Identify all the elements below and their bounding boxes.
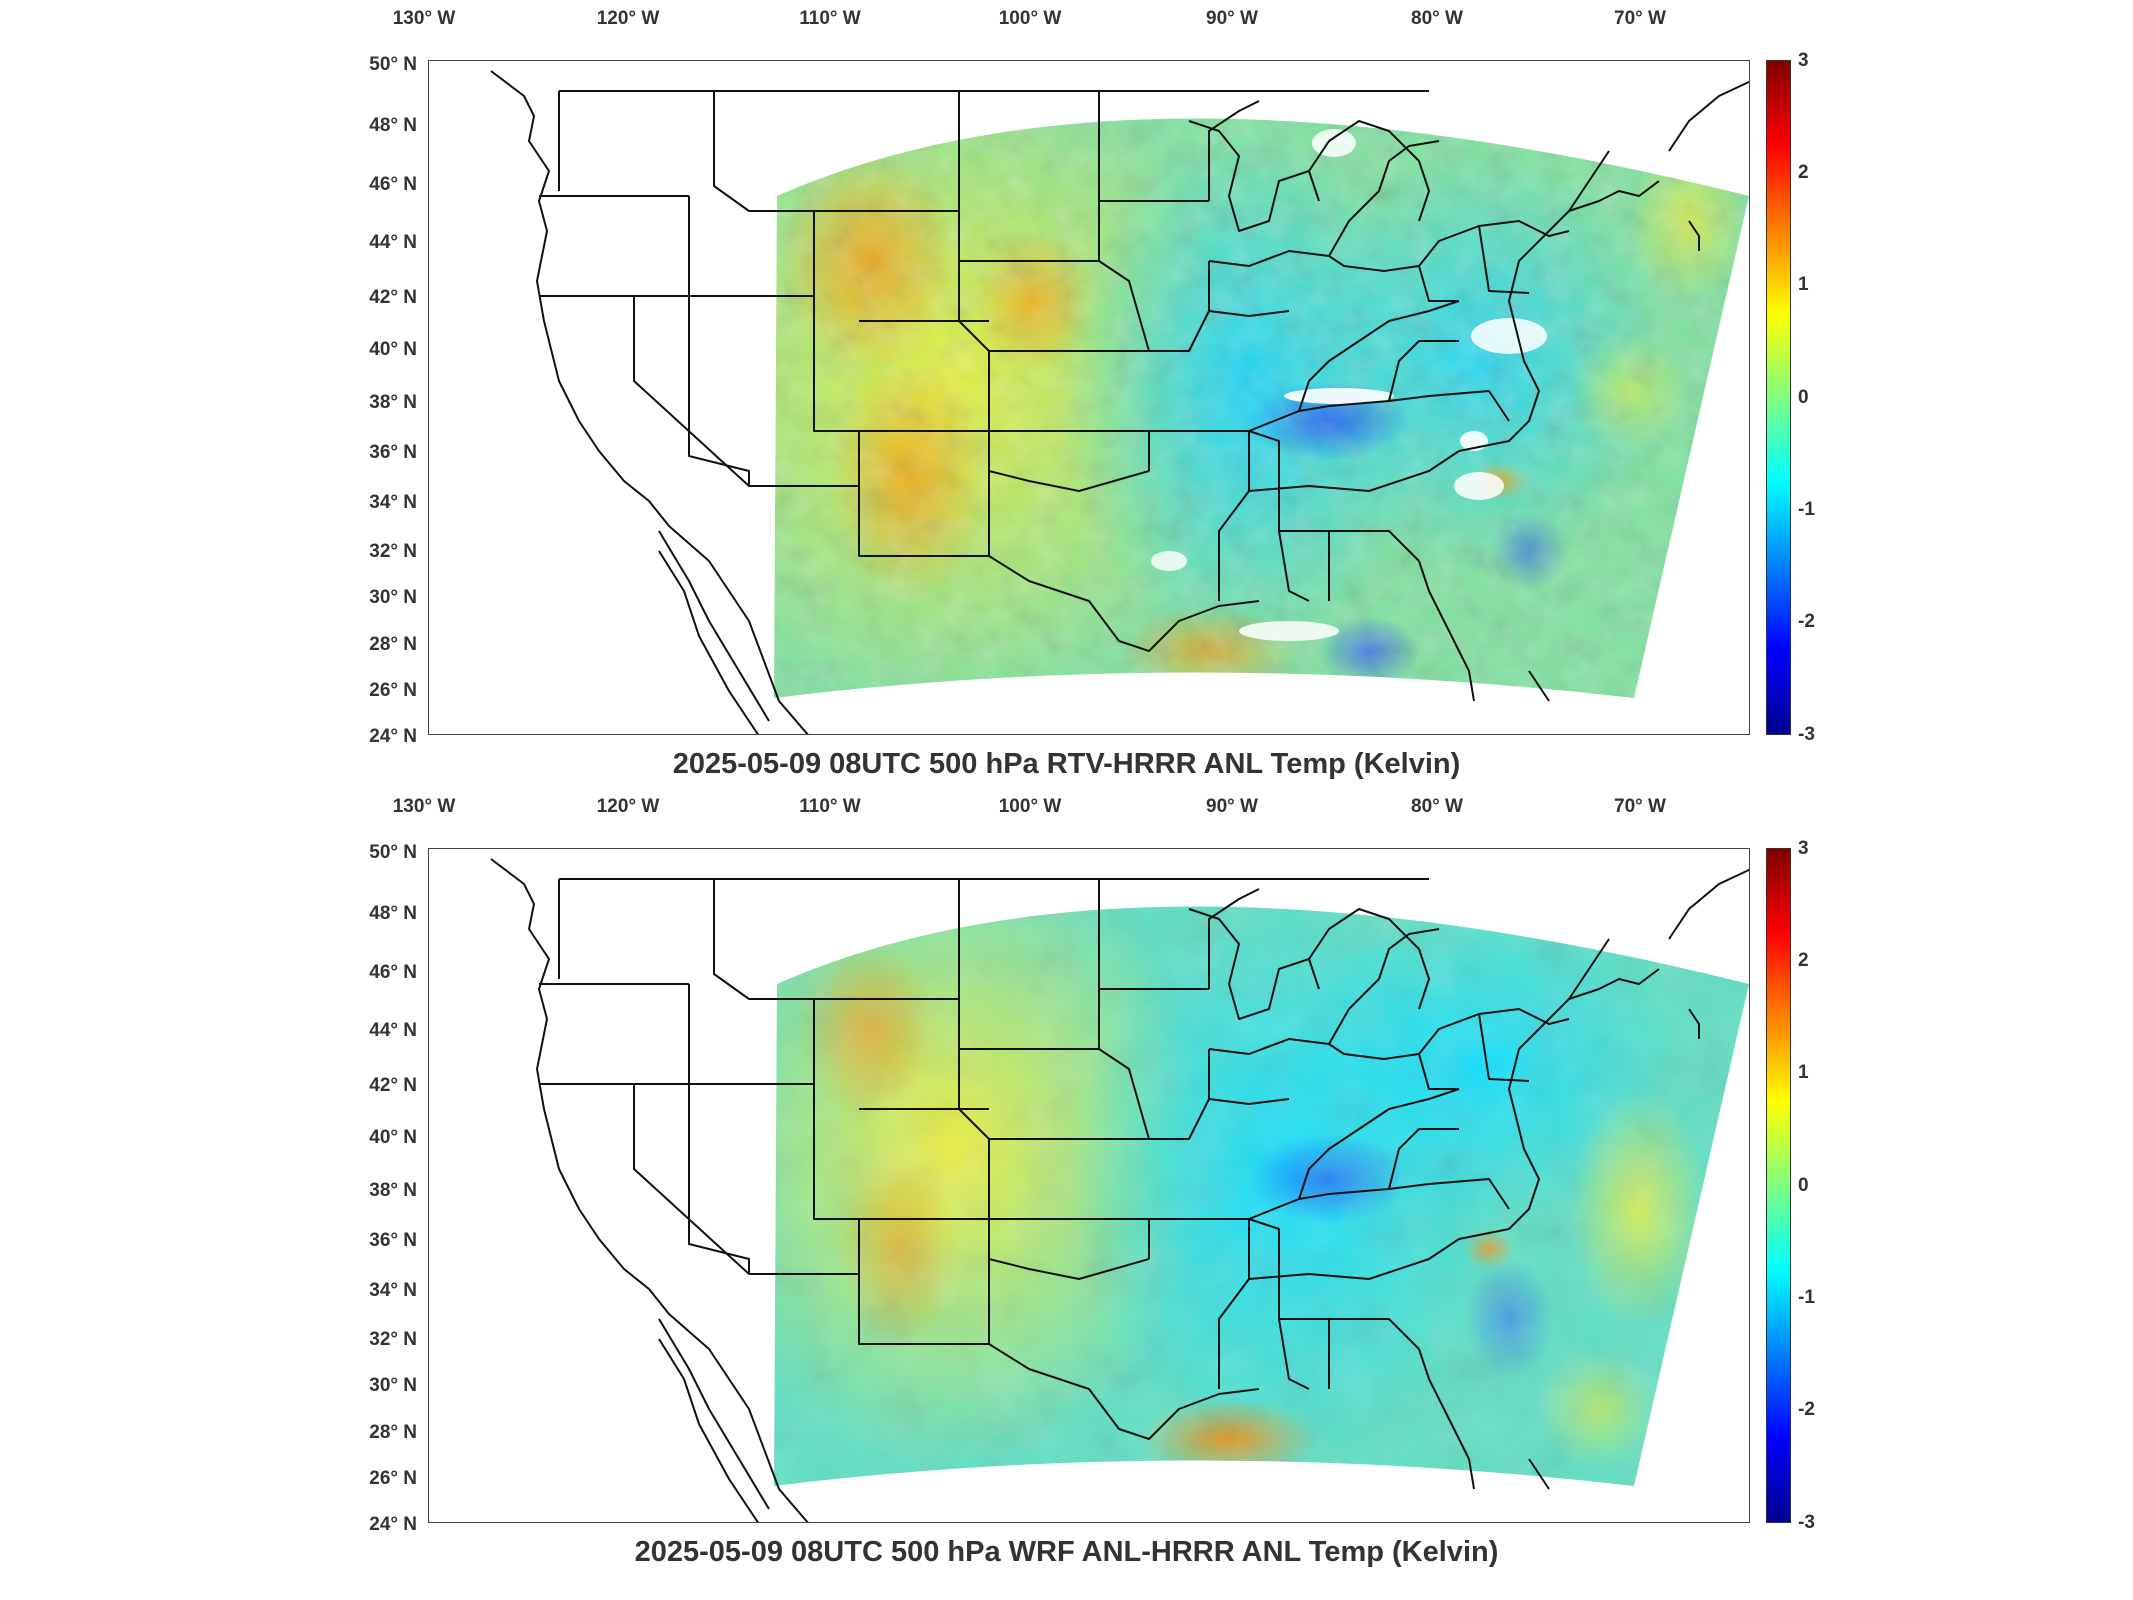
lat-label: 44° N [369, 232, 417, 253]
lat-label: 42° N [369, 1075, 417, 1096]
temperature-difference-map [490, 70, 1749, 734]
lon-label: 90° W [1206, 8, 1258, 29]
lon-label: 130° W [392, 8, 456, 29]
colorbar-tick: -2 [1798, 611, 1815, 632]
lat-label: 30° N [369, 1375, 417, 1396]
lat-label: 48° N [369, 115, 417, 136]
lon-label: 80° W [1411, 796, 1463, 817]
colorbar [1766, 848, 1791, 1523]
colorbar-tick: -3 [1798, 1512, 1815, 1533]
colorbar-tick: 3 [1798, 50, 1809, 71]
colorbar-tick: 2 [1798, 950, 1809, 971]
lat-label: 42° N [369, 287, 417, 308]
lat-label: 38° N [369, 392, 417, 413]
map-panel-wrf: 130° W 120° W 110° W 100° W 90° W 80° W … [0, 790, 2133, 1600]
panel-title: 2025-05-09 08UTC 500 hPa WRF ANL-HRRR AN… [634, 1536, 1499, 1568]
lat-label: 26° N [369, 680, 417, 701]
lat-label: 38° N [369, 1180, 417, 1201]
colorbar-tick: -1 [1798, 499, 1815, 520]
lat-label: 28° N [369, 1422, 417, 1443]
colorbar-tick: -1 [1798, 1287, 1815, 1308]
lat-label: 30° N [369, 587, 417, 608]
lat-label: 46° N [369, 962, 417, 983]
lat-label: 34° N [369, 492, 417, 513]
lon-label: 70° W [1614, 796, 1666, 817]
lat-label: 36° N [369, 442, 417, 463]
lat-label: 36° N [369, 1230, 417, 1251]
lon-label: 100° W [998, 8, 1062, 29]
map-frame [428, 848, 1750, 1523]
lon-label: 130° W [392, 796, 456, 817]
colorbar-tick: 1 [1798, 274, 1809, 295]
colorbar-tick: 3 [1798, 838, 1809, 859]
lon-label: 80° W [1411, 8, 1463, 29]
lat-label: 40° N [369, 339, 417, 360]
colorbar-tick: 0 [1798, 1175, 1809, 1196]
lon-label: 120° W [596, 8, 660, 29]
lat-label: 26° N [369, 1468, 417, 1489]
lat-label: 48° N [369, 903, 417, 924]
lon-label: 70° W [1614, 8, 1666, 29]
lat-label: 32° N [369, 541, 417, 562]
map-panel-rtv: 130° W 120° W 110° W 100° W 90° W 80° W … [0, 0, 2133, 790]
lat-label: 24° N [369, 726, 417, 747]
lat-label: 44° N [369, 1020, 417, 1041]
colorbar-tick: 0 [1798, 387, 1809, 408]
lat-label: 24° N [369, 1514, 417, 1535]
lon-label: 110° W [799, 796, 861, 817]
lat-label: 50° N [369, 842, 417, 863]
colorbar [1766, 60, 1791, 735]
colorbar-tick: -2 [1798, 1399, 1815, 1420]
lat-label: 46° N [369, 174, 417, 195]
lat-label: 50° N [369, 54, 417, 75]
colorbar-tick: -3 [1798, 724, 1815, 745]
lat-label: 32° N [369, 1329, 417, 1350]
lon-label: 120° W [596, 796, 660, 817]
temperature-difference-map [490, 858, 1749, 1522]
lon-label: 100° W [998, 796, 1062, 817]
colorbar-tick: 2 [1798, 162, 1809, 183]
panel-title: 2025-05-09 08UTC 500 hPa RTV-HRRR ANL Te… [672, 748, 1461, 780]
lat-label: 40° N [369, 1127, 417, 1148]
colorbar-tick: 1 [1798, 1062, 1809, 1083]
lon-label: 110° W [799, 8, 861, 29]
lat-label: 34° N [369, 1280, 417, 1301]
map-frame [428, 60, 1750, 735]
lat-label: 28° N [369, 634, 417, 655]
lon-label: 90° W [1206, 796, 1258, 817]
